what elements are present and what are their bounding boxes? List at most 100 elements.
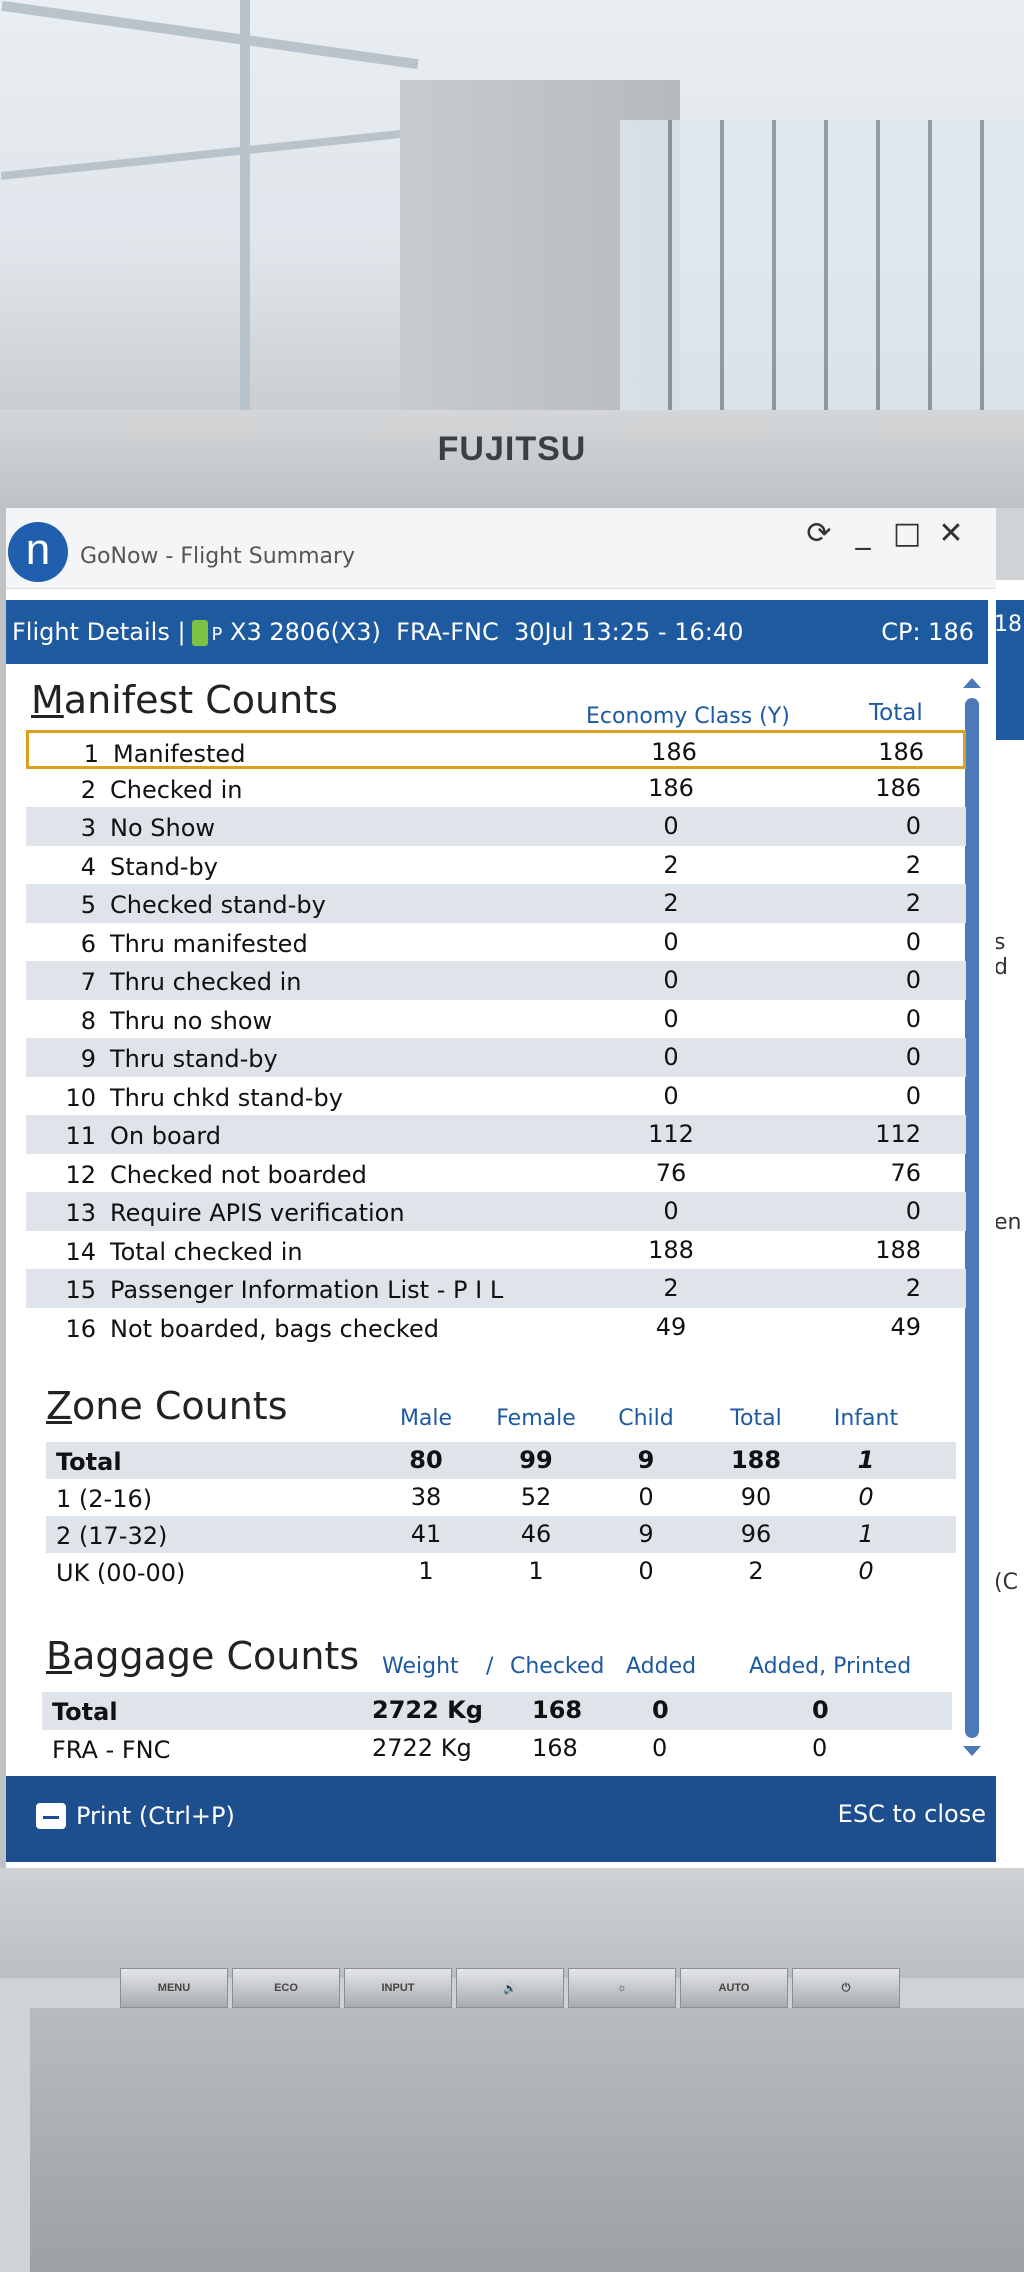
zone-male-value: 1 xyxy=(418,1557,434,1585)
monitor-button[interactable]: ☼ xyxy=(568,1968,676,2008)
manifest-row[interactable]: 6 Thru manifested 0 0 xyxy=(26,923,966,962)
economy-value: 76 xyxy=(655,1158,687,1187)
refresh-icon[interactable]: ⟳ xyxy=(806,516,832,551)
close-button[interactable]: ✕ xyxy=(938,516,964,551)
monitor-button[interactable]: INPUT xyxy=(344,1968,452,2008)
manifest-row[interactable]: 15 Passenger Information List - P I L 2 2 xyxy=(26,1269,966,1308)
row-label: Total checked in xyxy=(110,1237,303,1266)
manifest-row[interactable]: 14 Total checked in 188 188 xyxy=(26,1231,966,1270)
manifest-row[interactable]: 2 Checked in 186 186 xyxy=(26,769,966,808)
zone-total-value: 96 xyxy=(740,1520,772,1548)
zone-row[interactable]: 2 (17-32) 41 46 9 96 1 xyxy=(46,1516,956,1553)
economy-value: 0 xyxy=(663,1004,679,1033)
added-column-header: Added xyxy=(626,1654,697,1679)
manifest-row[interactable]: 1 Manifested 186 186 xyxy=(26,730,966,769)
total-value: 49 xyxy=(890,1312,921,1341)
zone-row[interactable]: UK (00-00) 1 1 0 2 0 xyxy=(46,1553,956,1590)
plane-icon xyxy=(191,620,208,646)
manifest-row[interactable]: 10 Thru chkd stand-by 0 0 xyxy=(26,1077,966,1116)
economy-value: 0 xyxy=(663,812,679,840)
manifest-row[interactable]: 16 Not boarded, bags checked 49 49 xyxy=(26,1308,966,1347)
row-number: 3 xyxy=(80,814,96,842)
manifest-row[interactable]: 11 On board 112 112 xyxy=(26,1115,966,1154)
baggage-weight-value: 2722 Kg xyxy=(372,1734,472,1762)
vertical-scrollbar[interactable] xyxy=(962,678,982,1763)
monitor-button[interactable]: ⏻ xyxy=(792,1968,900,2008)
monitor-button[interactable]: ECO xyxy=(232,1968,340,2008)
manifest-table: 1 Manifested 186 186 2 Checked in 186 186 3 No Sh… xyxy=(26,730,966,1346)
zone-female-value: 46 xyxy=(520,1520,552,1548)
minimize-button[interactable]: _ xyxy=(855,516,871,551)
zone-child-value: 9 xyxy=(637,1446,655,1474)
economy-value: 0 xyxy=(663,1043,679,1071)
scroll-thumb[interactable] xyxy=(965,698,979,1738)
row-number: 9 xyxy=(80,1045,96,1073)
total-column-header: Total xyxy=(869,700,923,726)
zone-label: 1 (2-16) xyxy=(56,1485,153,1513)
row-label: Thru chkd stand-by xyxy=(110,1083,343,1112)
zone-female-value: 52 xyxy=(520,1483,552,1511)
economy-value: 0 xyxy=(663,927,679,956)
manifest-row[interactable]: 9 Thru stand-by 0 0 xyxy=(26,1038,966,1077)
row-number: 11 xyxy=(65,1122,96,1150)
baggage-label: FRA - FNC xyxy=(52,1736,171,1764)
row-number: 14 xyxy=(65,1237,96,1266)
row-number: 5 xyxy=(80,891,96,919)
row-label: Thru checked in xyxy=(110,968,302,996)
printer-icon xyxy=(36,1803,66,1829)
baggage-added-printed-value: 0 xyxy=(812,1734,828,1762)
monitor-button[interactable]: MENU xyxy=(120,1968,228,2008)
window-controls: ⟳ _ □ ✕ xyxy=(804,516,966,551)
zone-infant-value: 0 xyxy=(858,1557,874,1585)
manifest-row[interactable]: 8 Thru no show 0 0 xyxy=(26,1000,966,1039)
manifest-row[interactable]: 13 Require APIS verification 0 0 xyxy=(26,1192,966,1231)
window-title: GoNow - Flight Summary xyxy=(80,544,356,569)
total-value: 0 xyxy=(905,1004,921,1033)
row-number: 8 xyxy=(80,1006,96,1035)
title-bar[interactable]: n GoNow - Flight Summary ⟳ _ □ ✕ xyxy=(6,508,996,589)
row-number: 2 xyxy=(80,775,96,804)
child-column-header: Child xyxy=(618,1406,674,1431)
row-number: 10 xyxy=(65,1083,96,1112)
zone-row[interactable]: Total 80 99 9 188 1 xyxy=(46,1442,956,1479)
row-label: Passenger Information List - P I L xyxy=(110,1276,504,1304)
monitor-brand-logo: FUJITSU xyxy=(437,430,587,468)
manifest-row[interactable]: 4 Stand-by 2 2 xyxy=(26,846,966,885)
row-label: Stand-by xyxy=(110,852,218,881)
baggage-weight-value: 2722 Kg xyxy=(372,1696,483,1724)
monitor-button[interactable]: AUTO xyxy=(680,1968,788,2008)
economy-value: 188 xyxy=(648,1235,694,1264)
row-label: On board xyxy=(110,1122,222,1150)
manifest-row[interactable]: 7 Thru checked in 0 0 xyxy=(26,961,966,1000)
scroll-up-icon[interactable] xyxy=(963,678,981,688)
baggage-table: Total 2722 Kg 168 0 0 FRA - FNC 2722 Kg 168 0 0 xyxy=(26,1692,966,1768)
economy-value: 2 xyxy=(663,850,679,879)
scroll-down-icon[interactable] xyxy=(963,1746,981,1756)
total-value: 0 xyxy=(905,927,921,956)
monitor-button[interactable]: 🔊 xyxy=(456,1968,564,2008)
flight-date-time: 30Jul 13:25 - 16:40 xyxy=(514,618,744,646)
zone-infant-value: 1 xyxy=(857,1446,875,1474)
esc-close-hint: ESC to close xyxy=(837,1800,986,1828)
monitor-bottom-bezel xyxy=(0,1868,1024,1978)
zone-row[interactable]: 1 (2-16) 38 52 0 90 0 xyxy=(46,1479,956,1516)
baggage-row[interactable]: FRA - FNC 2722 Kg 168 0 0 xyxy=(42,1730,952,1768)
baggage-row[interactable]: Total 2722 Kg 168 0 0 xyxy=(42,1692,952,1730)
row-label: Manifested xyxy=(113,740,246,768)
economy-column-header: Economy Class (Y) xyxy=(586,704,790,729)
manifest-row[interactable]: 5 Checked stand-by 2 2 xyxy=(26,884,966,923)
zone-total-column-header: Total xyxy=(730,1406,782,1431)
weight-separator: / xyxy=(486,1654,494,1679)
zone-male-value: 38 xyxy=(410,1483,442,1511)
total-value: 2 xyxy=(905,1274,921,1302)
infant-column-header: Infant xyxy=(833,1406,899,1431)
manifest-header: Manifest Counts Economy Class (Y) Total xyxy=(26,674,966,730)
row-number: 15 xyxy=(65,1276,96,1304)
maximize-button[interactable]: □ xyxy=(892,516,922,551)
print-button[interactable]: Print (Ctrl+P) xyxy=(36,1802,235,1830)
row-label: Require APIS verification xyxy=(110,1199,405,1227)
row-label: Checked stand-by xyxy=(110,891,326,919)
zone-total-value: 90 xyxy=(740,1483,772,1511)
manifest-row[interactable]: 3 No Show 0 0 xyxy=(26,807,966,846)
manifest-row[interactable]: 12 Checked not boarded 76 76 xyxy=(26,1154,966,1193)
